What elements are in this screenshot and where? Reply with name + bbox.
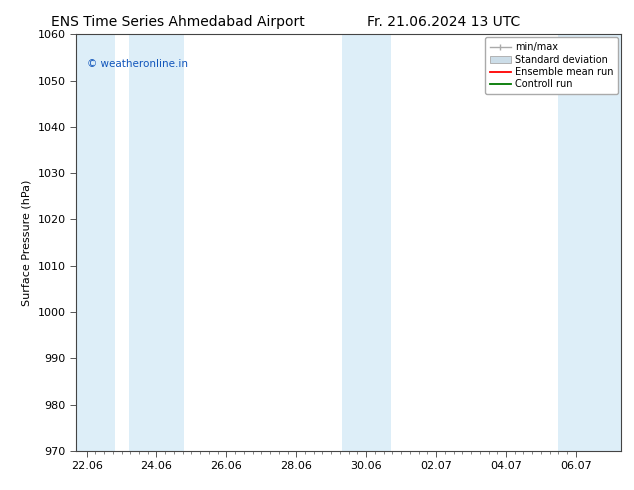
Bar [76,34,115,451]
Text: © weatheronline.in: © weatheronline.in [87,59,188,69]
Bar [559,34,621,451]
Bar [129,34,184,451]
Text: Fr. 21.06.2024 13 UTC: Fr. 21.06.2024 13 UTC [367,15,521,29]
Bar [342,34,391,451]
Text: ENS Time Series Ahmedabad Airport: ENS Time Series Ahmedabad Airport [51,15,304,29]
Y-axis label: Surface Pressure (hPa): Surface Pressure (hPa) [22,179,32,306]
Legend: min/max, Standard deviation, Ensemble mean run, Controll run: min/max, Standard deviation, Ensemble me… [485,37,618,94]
